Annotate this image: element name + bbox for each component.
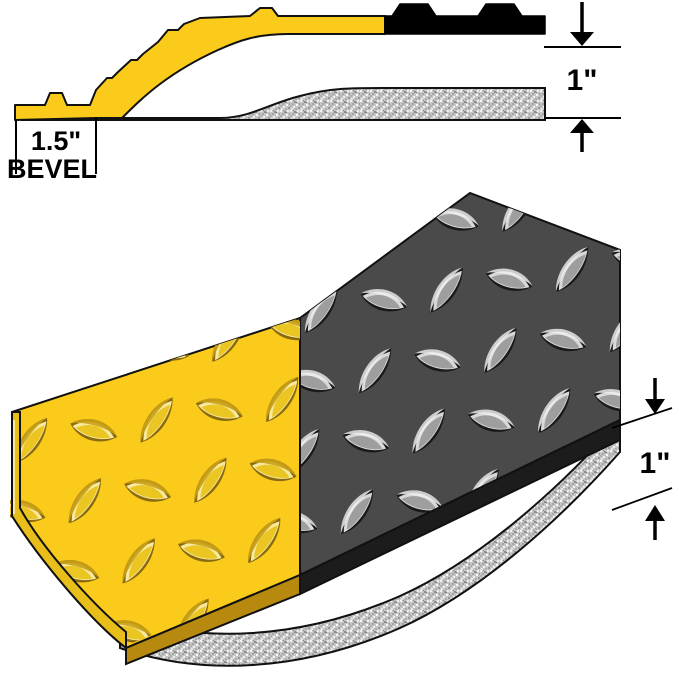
perspective-view: 1" <box>10 191 673 667</box>
perspective-thickness-arrow-top <box>645 378 665 414</box>
thickness-arrow-top <box>570 2 594 46</box>
cross-section-thickness-label: 1" <box>567 64 598 97</box>
perspective-thickness-arrow-bottom <box>645 505 665 540</box>
perspective-thickness-label: 1" <box>640 447 671 480</box>
perspective-yellow-left-edge <box>11 411 127 651</box>
bevel-name-label: BEVEL <box>7 154 97 184</box>
cross-section-sponge-body <box>21 87 546 121</box>
perspective-yellow-front-edge <box>125 573 301 666</box>
bevel-width-label: 1.5" <box>31 126 81 156</box>
perspective-extension-line-top <box>611 407 673 429</box>
thickness-arrow-bottom <box>570 119 594 152</box>
cross-section-view: 1.5" BEVEL 1" <box>7 2 621 184</box>
cross-section-black-tread <box>384 3 546 35</box>
perspective-extension-line-bottom <box>611 487 673 511</box>
cross-section-yellow-bevel <box>14 7 386 121</box>
